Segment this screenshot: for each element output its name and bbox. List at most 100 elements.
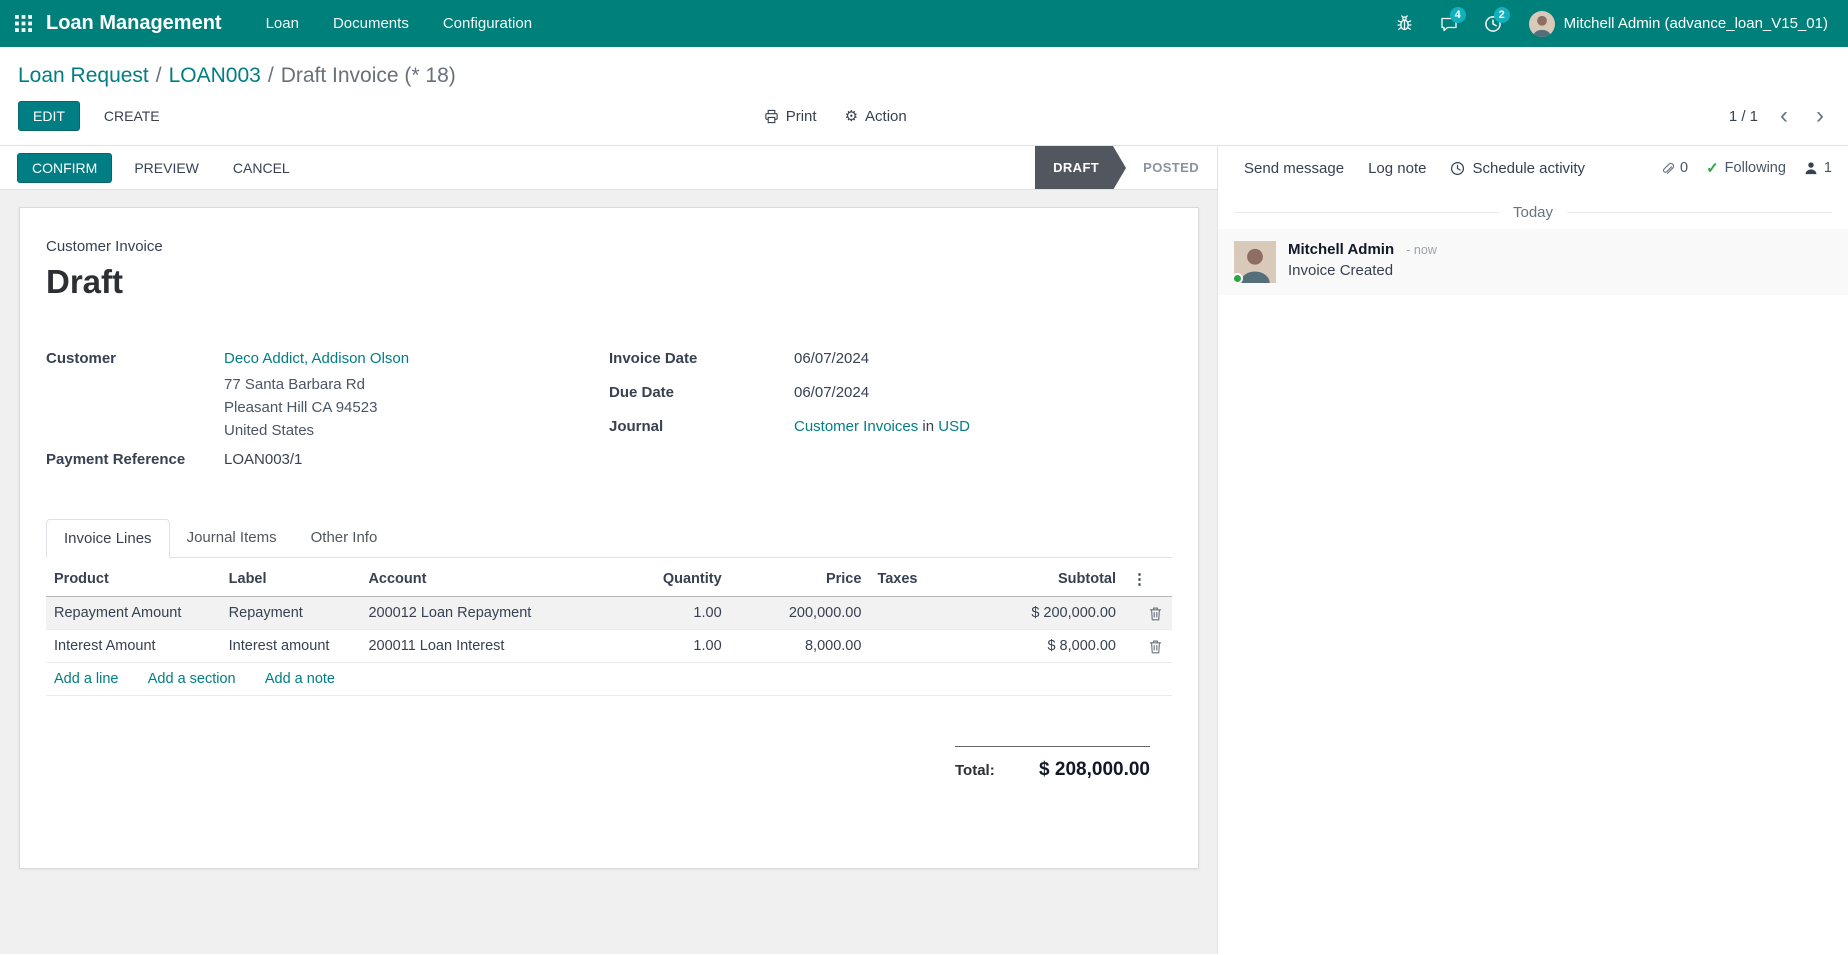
apps-grid-icon[interactable]	[0, 0, 46, 47]
chatter-topbar: Send message Log note Schedule activity	[1218, 146, 1848, 190]
control-panel-buttons: EDIT CREATE Print ⚙ Action 1 / 1	[0, 89, 1848, 145]
cell-price: 200,000.00	[729, 596, 870, 630]
add-line-row: Add a line Add a section Add a note	[46, 662, 1172, 696]
message-author-avatar	[1234, 241, 1276, 283]
column-header-subtotal[interactable]: Subtotal	[949, 560, 1124, 597]
user-name: Mitchell Admin (advance_loan_V15_01)	[1563, 15, 1828, 32]
notebook-tabs: Invoice Lines Journal Items Other Info	[46, 518, 1172, 558]
journal-label: Journal	[609, 418, 664, 435]
table-row[interactable]: Interest Amount Interest amount 200011 L…	[46, 629, 1172, 663]
printer-icon	[764, 109, 779, 124]
cell-label: Interest amount	[220, 629, 361, 663]
activities-clock-icon[interactable]: 2	[1475, 0, 1511, 47]
invoice-date-value: 06/07/2024	[794, 350, 870, 367]
delete-line-icon[interactable]	[1147, 639, 1164, 654]
date-divider-label: Today	[1512, 204, 1554, 221]
status-widget: DRAFT POSTED	[1035, 146, 1217, 189]
schedule-activity-clock-icon	[1450, 161, 1465, 176]
messages-icon[interactable]: 4	[1431, 0, 1467, 47]
breadcrumb-current: Draft Invoice (* 18)	[280, 64, 456, 87]
cancel-button[interactable]: CANCEL	[221, 154, 302, 182]
payment-reference-value: LOAN003/1	[224, 451, 303, 468]
right-field-column: Invoice Date 06/07/2024 Due Date 06/07/2…	[609, 347, 1172, 474]
column-header-product[interactable]: Product	[46, 560, 221, 597]
add-a-note-link[interactable]: Add a note	[264, 671, 335, 687]
column-header-price[interactable]: Price	[729, 560, 870, 597]
statusbar: CONFIRM PREVIEW CANCEL DRAFT POSTED	[0, 146, 1217, 190]
status-draft[interactable]: DRAFT	[1035, 146, 1127, 189]
cell-product: Repayment Amount	[46, 596, 221, 630]
customer-label: Customer	[46, 350, 117, 367]
customer-address-line: Pleasant Hill CA 94523	[224, 399, 378, 416]
status-posted[interactable]: POSTED	[1143, 160, 1199, 175]
attachments-button[interactable]: 0	[1660, 160, 1688, 176]
cell-account: 200011 Loan Interest	[360, 629, 630, 663]
confirm-button[interactable]: CONFIRM	[17, 152, 113, 183]
menu-loan[interactable]: Loan	[252, 9, 313, 38]
due-date-value: 06/07/2024	[794, 384, 870, 401]
total-label: Total:	[955, 762, 995, 779]
send-message-button[interactable]: Send message	[1234, 154, 1354, 183]
follower-count: 1	[1823, 160, 1832, 176]
column-header-quantity[interactable]: Quantity	[629, 560, 730, 597]
edit-button[interactable]: EDIT	[18, 101, 80, 131]
table-header-row: Product Label Account Quantity Price Tax…	[46, 560, 1172, 597]
optional-columns-icon[interactable]: ⋮	[1124, 560, 1172, 597]
followers-button[interactable]: 1	[1804, 160, 1832, 176]
print-button[interactable]: Print	[764, 108, 817, 125]
left-field-column: Customer Deco Addict, Addison Olson 77 S…	[46, 347, 609, 474]
document-state-title: Draft	[46, 263, 124, 300]
messages-count-badge: 4	[1449, 7, 1466, 23]
cell-quantity: 1.00	[629, 596, 730, 630]
following-button[interactable]: ✓ Following	[1706, 160, 1786, 177]
customer-link[interactable]: Deco Addict, Addison Olson	[224, 350, 410, 367]
pager-next-icon[interactable]: ›	[1810, 104, 1830, 128]
gear-icon: ⚙	[844, 107, 859, 125]
action-button[interactable]: ⚙ Action	[844, 107, 907, 125]
debug-bug-icon[interactable]	[1387, 0, 1423, 47]
preview-button[interactable]: PREVIEW	[122, 154, 211, 182]
message-body: Invoice Created	[1288, 262, 1394, 279]
chatter: Send message Log note Schedule activity	[1217, 146, 1848, 954]
cell-taxes	[869, 629, 950, 663]
presence-indicator	[1232, 273, 1243, 284]
create-button[interactable]: CREATE	[92, 102, 172, 130]
invoice-date-label: Invoice Date	[609, 350, 698, 367]
following-check-icon: ✓	[1706, 160, 1719, 177]
app-title[interactable]: Loan Management	[46, 12, 222, 34]
follower-person-icon	[1804, 161, 1818, 175]
add-a-line-link[interactable]: Add a line	[54, 671, 119, 687]
pager-previous-icon[interactable]: ‹	[1774, 104, 1794, 128]
column-header-taxes[interactable]: Taxes	[869, 560, 950, 597]
customer-address-line: 77 Santa Barbara Rd	[224, 376, 365, 393]
document-type-label: Customer Invoice	[46, 238, 163, 255]
form-area: CONFIRM PREVIEW CANCEL DRAFT POSTED Cust…	[0, 146, 1217, 954]
paperclip-icon	[1660, 161, 1675, 176]
user-menu[interactable]: Mitchell Admin (advance_loan_V15_01)	[1519, 0, 1832, 47]
breadcrumb-loan-request[interactable]: Loan Request	[18, 64, 149, 87]
table-row[interactable]: Repayment Amount Repayment 200012 Loan R…	[46, 596, 1172, 630]
breadcrumb: Loan Request / LOAN003 / Draft Invoice (* 18…	[0, 47, 1848, 89]
delete-line-icon[interactable]	[1147, 606, 1164, 621]
totals: Total: $ 208,000.00	[46, 746, 1150, 781]
journal-in-text: in	[922, 418, 935, 435]
log-note-button[interactable]: Log note	[1358, 154, 1436, 183]
tab-journal-items[interactable]: Journal Items	[186, 529, 277, 546]
breadcrumb-loan003[interactable]: LOAN003	[168, 64, 261, 87]
date-divider: Today	[1234, 204, 1832, 221]
menu-configuration[interactable]: Configuration	[429, 9, 546, 38]
schedule-activity-button[interactable]: Schedule activity	[1440, 154, 1595, 183]
menu-documents[interactable]: Documents	[319, 9, 423, 38]
breadcrumb-separator: /	[267, 64, 274, 87]
activities-count-badge: 2	[1493, 7, 1510, 23]
currency-link[interactable]: USD	[938, 418, 970, 435]
invoice-lines-table: Product Label Account Quantity Price Tax…	[46, 560, 1172, 696]
journal-link[interactable]: Customer Invoices	[794, 418, 919, 435]
add-a-section-link[interactable]: Add a section	[147, 671, 236, 687]
customer-address-line: United States	[224, 422, 315, 439]
tab-other-info[interactable]: Other Info	[310, 529, 378, 546]
column-header-label[interactable]: Label	[220, 560, 361, 597]
tab-invoice-lines[interactable]: Invoice Lines	[46, 519, 170, 558]
pager-counter[interactable]: 1 / 1	[1728, 107, 1758, 125]
column-header-account[interactable]: Account	[360, 560, 630, 597]
